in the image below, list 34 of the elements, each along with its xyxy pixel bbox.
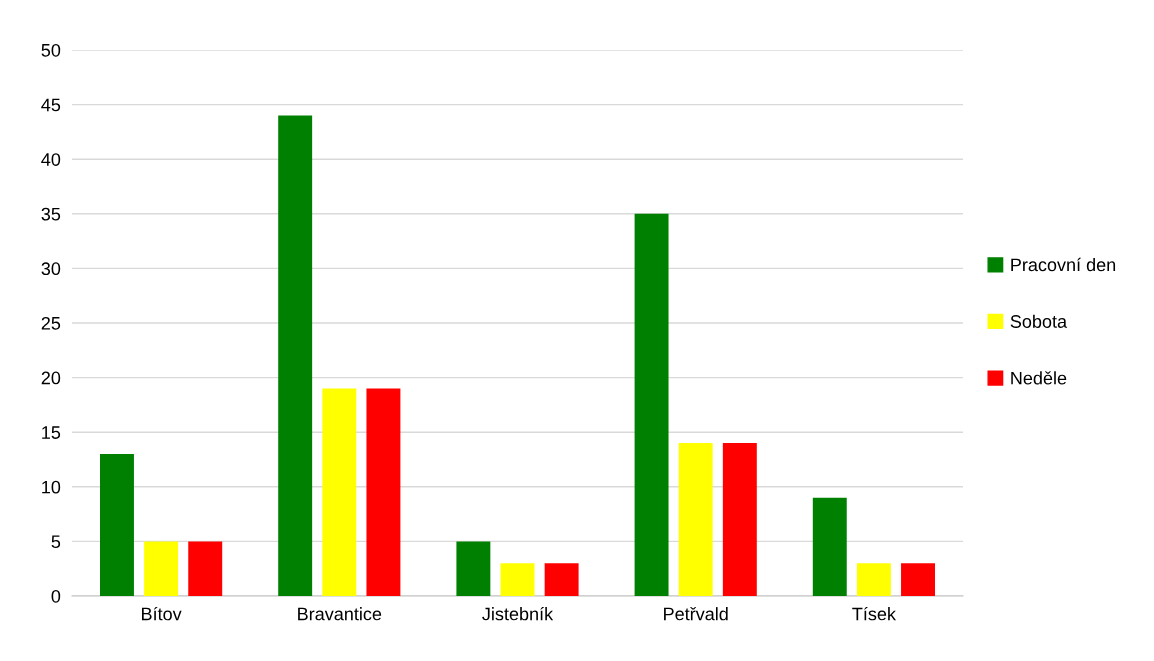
bar: [544, 563, 579, 596]
bar: [322, 388, 357, 596]
x-tick-label: Tísek: [852, 606, 896, 621]
y-tick-label: 15: [42, 426, 61, 439]
bar: [500, 563, 535, 596]
y-tick-label: 25: [41, 316, 61, 330]
y-tick-label: 5: [51, 535, 61, 549]
bar: [812, 497, 847, 596]
bar: [144, 541, 179, 596]
y-tick-label: 50: [41, 43, 61, 57]
legend-label: Sobota: [1010, 314, 1068, 328]
bar: [722, 443, 757, 596]
bar: [856, 563, 891, 596]
x-tick-label: Petřvald: [664, 607, 728, 621]
bar: [278, 115, 313, 596]
y-tick-label: 45: [41, 98, 61, 112]
bar: [678, 443, 713, 596]
y-tick-label: 20: [41, 371, 61, 385]
y-tick-label: 40: [41, 153, 61, 166]
legend-label: Neděle: [1011, 371, 1067, 385]
bar: [634, 213, 669, 596]
x-tick-label: Bítov: [142, 606, 182, 621]
y-tick-label: 30: [41, 262, 61, 276]
bar: [456, 541, 491, 596]
y-tick-label: 0: [51, 589, 61, 603]
x-tick-label: Bravantice: [298, 607, 382, 621]
y-tick-label: 35: [41, 207, 61, 221]
bar: [188, 541, 223, 596]
x-tick-label: Jistebník: [482, 606, 554, 621]
legend-label: Pracovní den: [1011, 257, 1116, 272]
bar: [901, 563, 935, 596]
bar: [100, 454, 134, 596]
bar: [366, 388, 401, 596]
y-tick-label: 10: [42, 480, 61, 494]
